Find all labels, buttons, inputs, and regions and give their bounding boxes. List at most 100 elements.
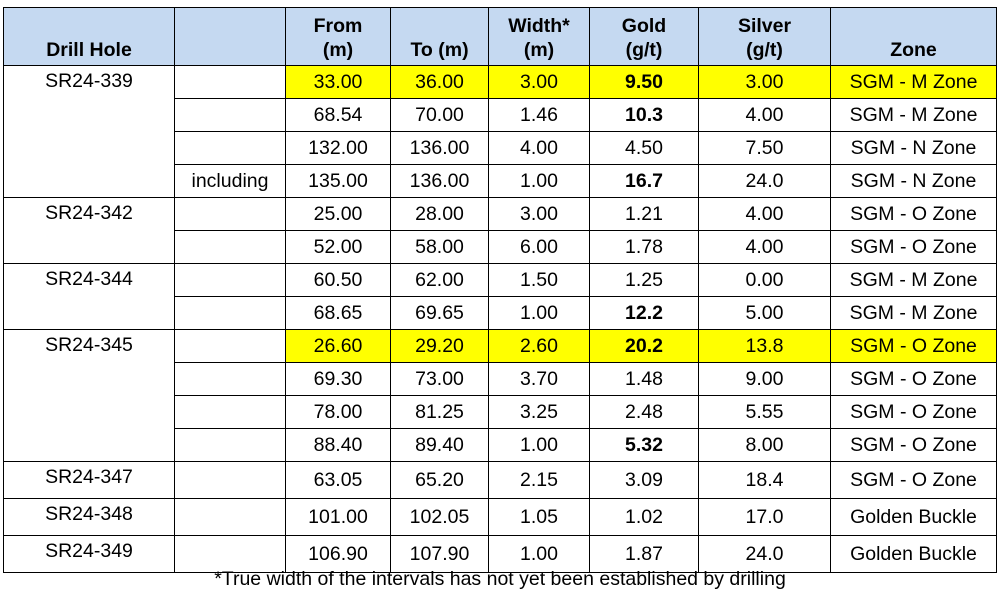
silver-cell: 13.8 [698, 329, 831, 363]
width-cell: 4.00 [488, 131, 590, 165]
table-row: SR24-345 26.60 29.20 2.60 20.2 13.8 SGM - O Zo… [3, 329, 997, 462]
zone-cell: Golden Buckle [830, 535, 997, 573]
width-cell: 1.00 [488, 164, 590, 198]
note-cell [174, 428, 286, 462]
table-body: SR24-339 33.00 36.00 3.00 9.50 3.00 SGM - M Zo… [3, 65, 997, 573]
silver-cell: 5.00 [698, 296, 831, 330]
header-drill-hole: Drill Hole [3, 7, 175, 66]
gold-cell: 16.7 [589, 164, 699, 198]
header-width: Width* (m) [488, 7, 590, 66]
gold-cell: 1.78 [589, 230, 699, 264]
from-cell: 69.30 [285, 362, 391, 396]
note-cell [174, 461, 286, 499]
to-cell: 70.00 [390, 98, 489, 132]
width-cell: 3.00 [488, 197, 590, 231]
note-cell [174, 263, 286, 297]
gold-cell: 2.48 [589, 395, 699, 429]
width-cell: 2.60 [488, 329, 590, 363]
note-cell [174, 395, 286, 429]
zone-cell: SGM - N Zone [830, 131, 997, 165]
gold-cell: 1.48 [589, 362, 699, 396]
header-row: Drill Hole From (m) To (m) Width* (m) Gold… [3, 7, 997, 66]
to-cell: 102.05 [390, 498, 489, 536]
from-cell: 26.60 [285, 329, 391, 363]
note-cell [174, 197, 286, 231]
to-cell: 73.00 [390, 362, 489, 396]
width-cell: 1.50 [488, 263, 590, 297]
zone-cell: SGM - O Zone [830, 230, 997, 264]
silver-cell: 24.0 [698, 164, 831, 198]
silver-cell: 4.00 [698, 197, 831, 231]
to-cell: 28.00 [390, 197, 489, 231]
table-row: 52.00 58.00 6.00 1.78 4.00 SGM - O Zone [4, 230, 997, 264]
zone-cell: SGM - M Zone [830, 65, 997, 99]
silver-cell: 5.55 [698, 395, 831, 429]
table-row: SR24-342 25.00 28.00 3.00 1.21 4.00 SGM - O Zo… [3, 197, 997, 264]
from-cell: 135.00 [285, 164, 391, 198]
from-cell: 52.00 [285, 230, 391, 264]
width-cell: 1.00 [488, 428, 590, 462]
from-cell: 60.50 [285, 263, 391, 297]
header-from: From (m) [285, 7, 391, 66]
to-cell: 69.65 [390, 296, 489, 330]
drill-hole-cell: SR24-349 [3, 535, 175, 573]
width-cell: 2.15 [488, 461, 590, 499]
from-cell: 25.00 [285, 197, 391, 231]
from-cell: 68.54 [285, 98, 391, 132]
zone-cell: SGM - O Zone [830, 329, 997, 363]
table-row: 68.65 69.65 1.00 12.2 5.00 SGM - M Zone [4, 296, 997, 330]
silver-cell: 8.00 [698, 428, 831, 462]
width-cell: 1.00 [488, 535, 590, 573]
to-cell: 89.40 [390, 428, 489, 462]
width-cell: 3.70 [488, 362, 590, 396]
gold-cell: 4.50 [589, 131, 699, 165]
gold-cell: 1.21 [589, 197, 699, 231]
to-cell: 65.20 [390, 461, 489, 499]
to-cell: 62.00 [390, 263, 489, 297]
table-row: including 135.00 136.00 1.00 16.7 24.0 SGM - N… [4, 164, 997, 198]
width-cell: 3.25 [488, 395, 590, 429]
drill-hole-cell: SR24-339 [3, 65, 175, 198]
from-cell: 101.00 [285, 498, 391, 536]
header-gold: Gold (g/t) [589, 7, 699, 66]
note-cell [174, 362, 286, 396]
table-row: SR24-347 63.05 65.20 2.15 3.09 18.4 SGM - O Zo… [3, 461, 997, 499]
note-cell [174, 296, 286, 330]
table-row: SR24-349 106.90 107.90 1.00 1.87 24.0 Golden B… [3, 535, 997, 573]
from-cell: 132.00 [285, 131, 391, 165]
width-cell: 1.05 [488, 498, 590, 536]
gold-cell: 1.87 [589, 535, 699, 573]
to-cell: 107.90 [390, 535, 489, 573]
header-zone: Zone [830, 7, 997, 66]
table-row: SR24-339 33.00 36.00 3.00 9.50 3.00 SGM - M Zo… [3, 65, 997, 198]
zone-cell: Golden Buckle [830, 498, 997, 536]
drill-results-table: Drill Hole From (m) To (m) Width* (m) Gold… [3, 7, 997, 573]
width-cell: 1.46 [488, 98, 590, 132]
silver-cell: 17.0 [698, 498, 831, 536]
header-to: To (m) [390, 7, 489, 66]
drill-hole-cell: SR24-345 [3, 329, 175, 462]
note-cell [174, 535, 286, 573]
to-cell: 58.00 [390, 230, 489, 264]
note-cell: including [174, 164, 286, 198]
zone-cell: SGM - O Zone [830, 461, 997, 499]
note-cell [174, 498, 286, 536]
gold-cell: 20.2 [589, 329, 699, 363]
gold-cell: 5.32 [589, 428, 699, 462]
gold-cell: 3.09 [589, 461, 699, 499]
header-note [174, 7, 286, 66]
from-cell: 33.00 [285, 65, 391, 99]
zone-cell: SGM - M Zone [830, 296, 997, 330]
table-row: 88.40 89.40 1.00 5.32 8.00 SGM - O Zone [4, 428, 997, 462]
note-cell [174, 131, 286, 165]
note-cell [174, 98, 286, 132]
gold-cell: 12.2 [589, 296, 699, 330]
width-cell: 3.00 [488, 65, 590, 99]
from-cell: 68.65 [285, 296, 391, 330]
silver-cell: 7.50 [698, 131, 831, 165]
from-cell: 88.40 [285, 428, 391, 462]
silver-cell: 4.00 [698, 98, 831, 132]
silver-cell: 24.0 [698, 535, 831, 573]
note-cell [174, 230, 286, 264]
drill-hole-cell: SR24-342 [3, 197, 175, 264]
